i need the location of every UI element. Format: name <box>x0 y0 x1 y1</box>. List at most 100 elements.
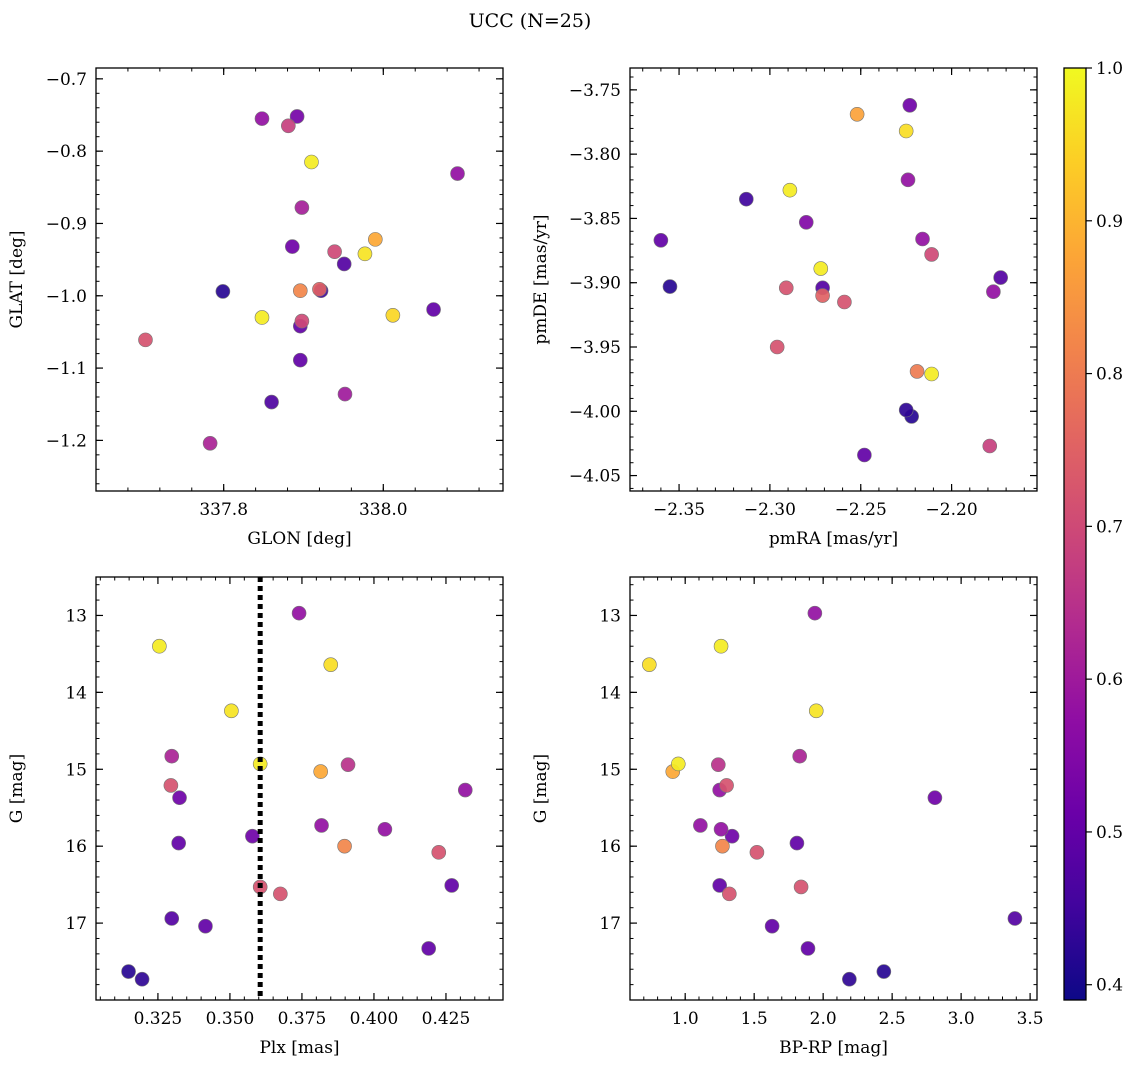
data-point <box>164 911 180 926</box>
data-point <box>849 106 865 122</box>
axes-frame <box>95 67 504 492</box>
y-tick-label: 16 <box>599 837 621 857</box>
data-point <box>813 261 829 276</box>
data-point <box>798 214 814 230</box>
y-tick-label: 15 <box>65 760 87 780</box>
data-point <box>294 200 310 215</box>
y-tick-label: 14 <box>599 683 621 703</box>
y-tick-label: −0.9 <box>46 214 87 234</box>
data-point <box>715 838 730 854</box>
x-tick-label: 0.400 <box>350 1009 399 1029</box>
y-tick-label: −3.75 <box>569 81 621 101</box>
data-point <box>719 778 734 793</box>
data-point <box>368 232 383 247</box>
y-tick-label: −3.85 <box>569 209 621 229</box>
data-point <box>138 332 153 348</box>
data-point <box>385 307 401 323</box>
data-point <box>670 756 686 772</box>
data-point <box>426 302 441 317</box>
x-tick-label: 2.0 <box>810 1009 837 1029</box>
colorbar-tick-label: 0.5 <box>1096 823 1123 843</box>
data-point <box>421 941 436 956</box>
colorbar-tick-label: 0.6 <box>1096 670 1123 690</box>
data-point <box>713 638 729 654</box>
data-point <box>909 364 925 379</box>
data-point <box>337 386 353 402</box>
data-point <box>152 638 167 654</box>
x-tick-label: 0.425 <box>422 1009 471 1029</box>
x-tick-label: 3.0 <box>948 1009 975 1029</box>
y-tick-label: 16 <box>65 837 87 857</box>
data-point <box>304 154 319 170</box>
y-tick-label: −1.1 <box>46 359 87 379</box>
y-tick-label: −1.0 <box>46 287 87 307</box>
data-point <box>789 835 805 851</box>
data-point <box>898 402 914 418</box>
data-point <box>924 247 939 262</box>
data-point <box>164 748 180 764</box>
data-point <box>254 310 270 325</box>
x-tick-label: 337.8 <box>199 500 248 520</box>
data-point <box>837 294 852 310</box>
data-point <box>1007 911 1023 926</box>
y-axis-label: G [mag] <box>531 754 551 823</box>
x-tick-label: 338.0 <box>359 500 408 520</box>
x-tick-label: −2.30 <box>744 500 796 520</box>
data-point <box>444 878 460 893</box>
data-point <box>292 283 308 299</box>
data-point <box>312 281 327 297</box>
data-point <box>313 764 328 779</box>
data-point <box>172 790 187 806</box>
x-axis-label: BP-RP [mag] <box>779 1038 888 1058</box>
data-point <box>215 284 231 299</box>
y-axis-label: GLAT [deg] <box>7 230 27 328</box>
data-point <box>924 366 939 382</box>
data-point <box>712 878 727 893</box>
x-axis-label: Plx [mas] <box>259 1038 339 1058</box>
data-point <box>857 447 872 463</box>
data-point <box>224 703 239 719</box>
figure-title: UCC (N=25) <box>469 10 592 32</box>
y-tick-label: −0.8 <box>46 142 87 162</box>
data-point <box>198 918 213 934</box>
data-point <box>764 918 780 934</box>
y-axis-label: pmDE [mas/yr] <box>531 214 551 344</box>
data-point <box>662 279 678 294</box>
data-point <box>336 256 352 272</box>
panel-bprp-g: 1.0 1.5 2.0 2.5 3.0 3.5 13 14 15 16 17 BP-RP [mag] G… <box>531 576 1044 1058</box>
axes-frame <box>629 67 1038 492</box>
data-point <box>171 835 186 851</box>
data-point <box>902 97 918 113</box>
data-point <box>724 828 740 844</box>
data-point <box>264 394 279 410</box>
colorbar-gradient <box>1063 67 1087 1001</box>
axes-frame <box>95 576 504 1001</box>
y-tick-label: −4.00 <box>569 402 621 422</box>
axes-frame <box>629 576 1038 1001</box>
data-point <box>327 244 342 259</box>
panel-glon-glat: 337.8 338.0 −0.7 −0.8 −0.9 −1.0 −1.1 −1.2 GLON [… <box>7 67 504 549</box>
data-point <box>782 182 798 198</box>
data-point <box>710 757 726 772</box>
data-point <box>982 438 998 454</box>
y-tick-label: 14 <box>65 683 87 703</box>
data-point <box>808 703 824 719</box>
data-point <box>722 886 737 902</box>
y-axis-label: G [mag] <box>7 754 27 823</box>
data-point <box>653 232 669 248</box>
colorbar-tick-label: 0.9 <box>1096 212 1123 232</box>
x-tick-label: 1.5 <box>741 1009 768 1029</box>
data-point <box>900 172 916 188</box>
data-point <box>289 109 305 124</box>
data-point <box>314 818 329 833</box>
data-point <box>800 941 816 956</box>
panel-plx-g: 0.325 0.350 0.375 0.400 0.425 13 14 15 16 17 Plx [… <box>7 576 504 1058</box>
x-tick-label: −2.20 <box>926 500 978 520</box>
data-point <box>294 313 310 329</box>
data-point <box>291 605 307 621</box>
y-tick-label: 15 <box>599 760 621 780</box>
data-point <box>815 288 830 303</box>
data-point <box>927 790 943 806</box>
x-tick-label: 2.5 <box>879 1009 906 1029</box>
y-tick-label: −1.2 <box>46 431 87 451</box>
